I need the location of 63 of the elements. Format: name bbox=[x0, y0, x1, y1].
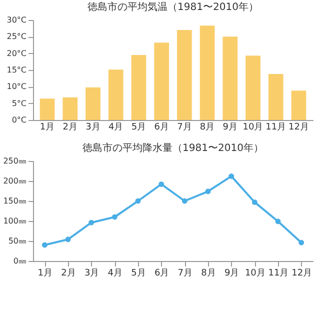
y-tick-label: 5°C bbox=[12, 98, 27, 108]
x-tick-label: 10月 bbox=[242, 122, 264, 132]
bar bbox=[131, 55, 146, 120]
chart-title: 徳島市の平均気温（1981〜2010年） bbox=[88, 1, 258, 13]
x-tick-label: 12月 bbox=[292, 268, 312, 278]
x-tick-label: 4月 bbox=[108, 268, 123, 278]
x-tick-label: 11月 bbox=[266, 122, 286, 132]
x-tick-label: 1月 bbox=[38, 268, 53, 278]
x-tick-label: 2月 bbox=[61, 268, 76, 278]
y-tick-label: 250㎜ bbox=[3, 156, 26, 166]
x-tick-label: 4月 bbox=[108, 122, 124, 132]
y-tick-label: 100㎜ bbox=[3, 216, 26, 226]
bar bbox=[268, 74, 284, 120]
x-tick-label: 3月 bbox=[86, 122, 100, 132]
bar bbox=[246, 56, 260, 120]
x-tick-label: 5月 bbox=[131, 122, 146, 132]
x-tick-label: 5月 bbox=[131, 268, 146, 278]
x-tick-label: 9月 bbox=[224, 268, 240, 278]
bar bbox=[177, 30, 192, 120]
bar bbox=[86, 87, 100, 120]
x-tick-label: 2月 bbox=[62, 122, 78, 132]
x-tick-label: 7月 bbox=[178, 268, 193, 278]
chart-title: 徳島市の平均降水量（1981〜2010年） bbox=[82, 142, 264, 154]
y-tick-label: 20°C bbox=[6, 48, 27, 58]
x-tick-label: 8月 bbox=[200, 122, 215, 132]
point bbox=[275, 218, 281, 224]
y-tick-label: 50㎜ bbox=[8, 236, 26, 246]
point bbox=[88, 220, 94, 226]
point bbox=[135, 198, 141, 204]
x-tick-label: 7月 bbox=[177, 122, 192, 132]
bar bbox=[222, 36, 238, 120]
x-tick-label: 11月 bbox=[268, 268, 289, 278]
point bbox=[252, 199, 258, 205]
x-tick-label: 6月 bbox=[154, 268, 170, 278]
y-tick-label: 15°C bbox=[6, 66, 27, 74]
point bbox=[158, 181, 164, 187]
y-tick-label: 10°C bbox=[6, 82, 27, 92]
x-tick-label: 3月 bbox=[84, 268, 100, 278]
y-tick-label: 30°C bbox=[6, 16, 27, 24]
y-tick-label: 0㎜ bbox=[13, 256, 26, 266]
x-tick-label: 12月 bbox=[288, 122, 309, 132]
point bbox=[112, 214, 118, 220]
point bbox=[228, 173, 234, 179]
x-tick-label: 10月 bbox=[244, 268, 266, 278]
bar bbox=[108, 70, 124, 120]
y-tick-label: 150㎜ bbox=[3, 196, 26, 206]
y-tick-label: 0°C bbox=[12, 116, 27, 124]
x-tick-label: 1月 bbox=[40, 122, 55, 132]
point bbox=[298, 240, 304, 246]
point bbox=[182, 198, 188, 204]
point bbox=[42, 242, 48, 248]
bar bbox=[40, 98, 55, 120]
bar bbox=[154, 42, 169, 120]
y-tick-label: 200㎜ bbox=[3, 176, 26, 186]
y-tick-label: 25°C bbox=[6, 32, 27, 42]
bar bbox=[291, 90, 306, 120]
bar bbox=[62, 97, 78, 120]
x-tick-label: 8月 bbox=[201, 268, 216, 278]
point bbox=[205, 188, 211, 194]
x-tick-label: 6月 bbox=[154, 122, 169, 132]
bar bbox=[200, 26, 215, 120]
point bbox=[65, 236, 71, 242]
x-tick-label: 9月 bbox=[222, 122, 238, 132]
